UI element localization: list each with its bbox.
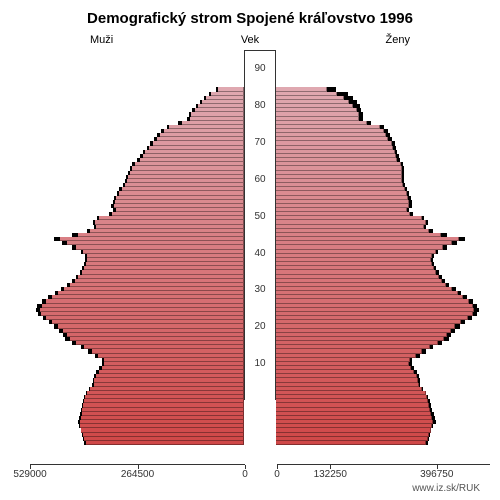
y-tick-label: 20	[250, 321, 270, 332]
y-tick-label: 80	[250, 100, 270, 111]
x-tick-label-male: 264500	[121, 469, 154, 480]
female-label: Ženy	[386, 34, 410, 46]
y-tick-label: 40	[250, 248, 270, 259]
chart-title: Demografický strom Spojené kráľovstvo 19…	[0, 10, 500, 27]
y-tick-label: 60	[250, 174, 270, 185]
age-label: Vek	[0, 34, 500, 46]
male-bars	[30, 50, 244, 445]
x-tick-label-female: 396750	[420, 469, 453, 480]
y-tick-label: 90	[250, 63, 270, 74]
source-link: www.iz.sk/RUK	[0, 483, 480, 494]
y-tick-label: 30	[250, 284, 270, 295]
y-tick-label: 70	[250, 137, 270, 148]
x-tick-label-male: 0	[242, 469, 248, 480]
age-axis-gap: 10 20 30 40 50 60 70 80 90	[244, 50, 276, 400]
y-tick-label: 50	[250, 211, 270, 222]
female-bars	[276, 50, 490, 445]
y-tick-label: 10	[250, 358, 270, 369]
x-tick-label-male: 529000	[13, 469, 46, 480]
x-axis-female	[277, 464, 490, 465]
pyramid-chart-container: Demografický strom Spojené kráľovstvo 19…	[0, 0, 500, 500]
x-axis-male	[30, 464, 245, 465]
x-tick-label-female: 0	[274, 469, 280, 480]
x-tick-label-female: 132250	[314, 469, 347, 480]
chart-plot-area: 10 20 30 40 50 60 70 80 90	[30, 50, 490, 445]
